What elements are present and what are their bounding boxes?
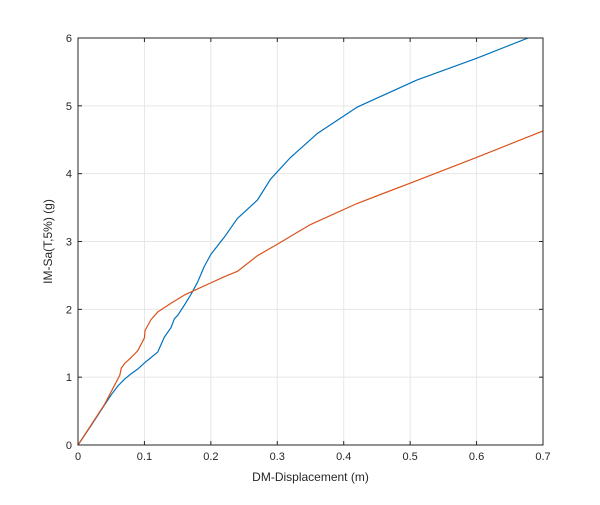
y-tick-label: 1 — [66, 372, 72, 384]
y-tick-label: 4 — [66, 169, 72, 181]
x-tick-label: 0.1 — [137, 451, 152, 463]
x-axis-label: DM-Displacement (m) — [252, 470, 369, 484]
x-tick-label: 0.2 — [203, 451, 218, 463]
y-axis-label: IM-Sa(T,5%) (g) — [41, 199, 55, 284]
y-tick-label: 2 — [66, 304, 72, 316]
y-tick-label: 3 — [66, 237, 72, 249]
grid — [77, 37, 544, 446]
series-2-line — [78, 130, 543, 445]
x-tick-label: 0.5 — [402, 451, 417, 463]
x-tick-label: 0.4 — [336, 451, 351, 463]
x-tick-label: 0.3 — [270, 451, 285, 463]
y-tick-label: 6 — [66, 33, 72, 45]
y-tick-label: 0 — [66, 440, 72, 452]
x-tick-label: 0 — [75, 451, 81, 463]
axis-ticks: 0 0.1 0.2 0.3 0.4 0.5 0.6 0.7 0 1 2 3 4 5 6 — [66, 33, 551, 463]
plot-area — [78, 38, 543, 445]
x-tick-label: 0.7 — [535, 451, 550, 463]
x-tick-label: 0.6 — [469, 451, 484, 463]
series-1-line — [78, 38, 530, 445]
y-tick-label: 5 — [66, 101, 72, 113]
